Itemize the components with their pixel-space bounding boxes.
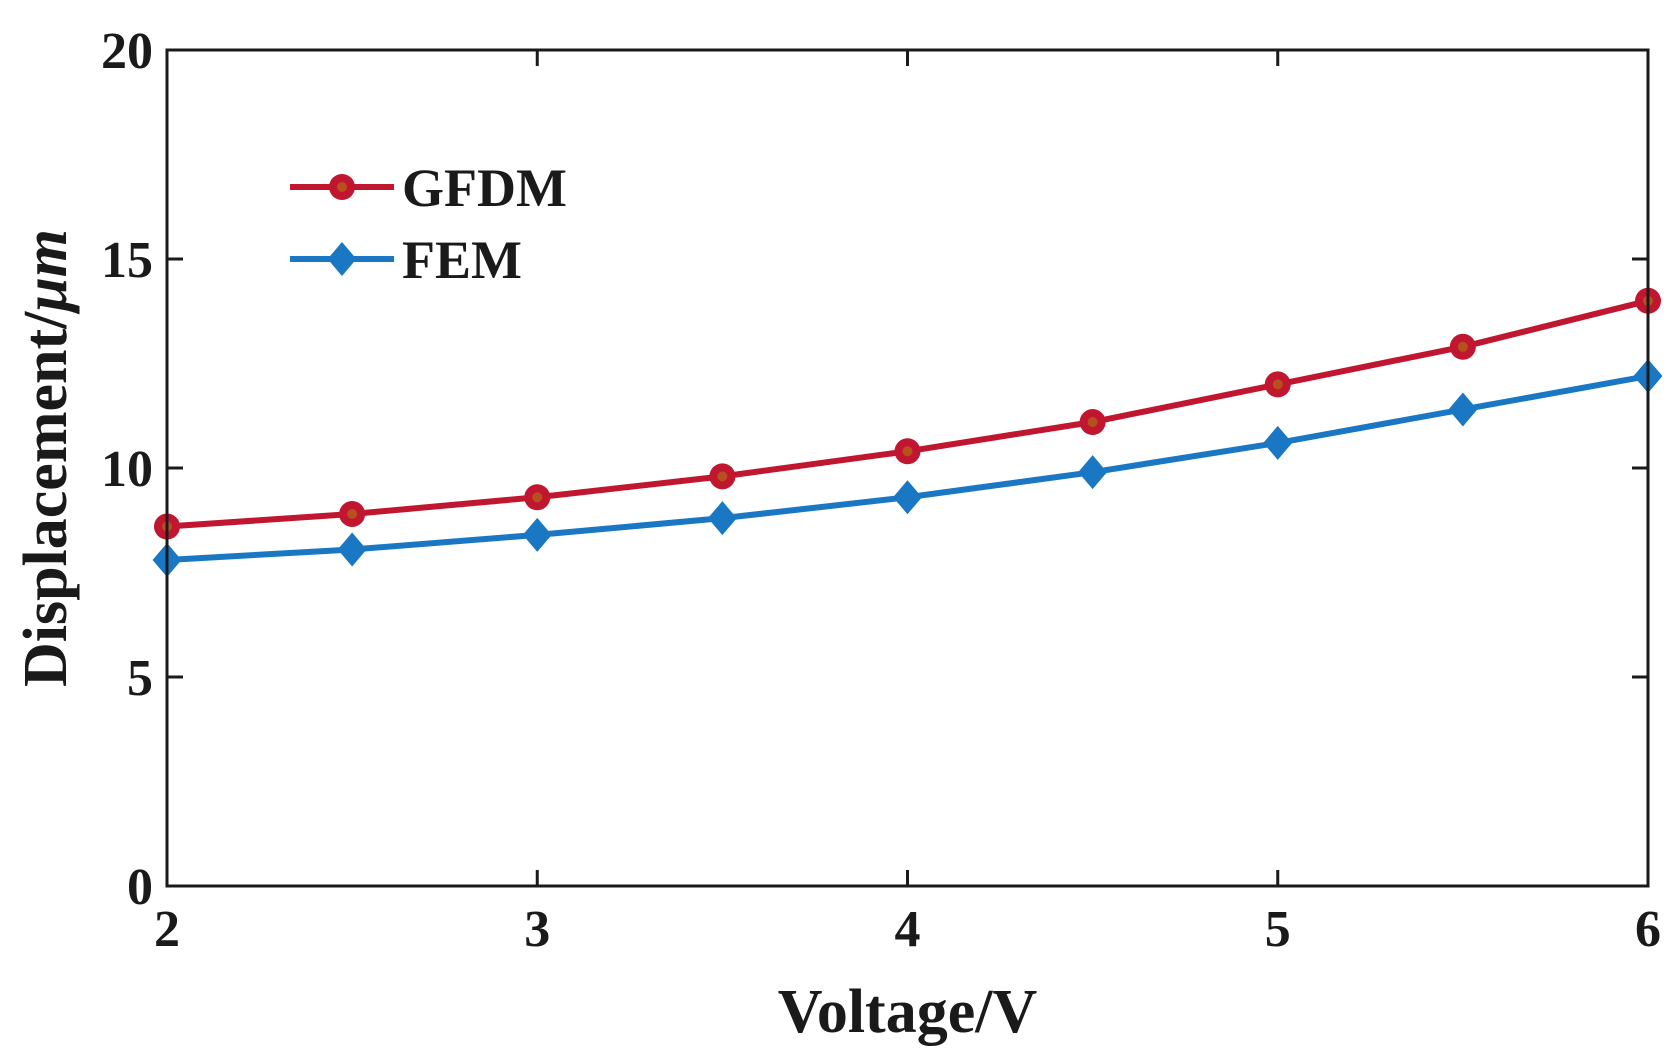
legend-entry-gfdm: GFDM bbox=[290, 158, 567, 218]
data-point bbox=[1448, 392, 1478, 427]
data-point bbox=[339, 500, 366, 527]
x-tick-label: 5 bbox=[1265, 901, 1291, 958]
data-point bbox=[1449, 333, 1476, 360]
data-point-center bbox=[532, 492, 543, 503]
legend-entry-fem: FEM bbox=[290, 230, 522, 290]
data-point bbox=[522, 517, 552, 552]
data-point bbox=[337, 532, 367, 567]
data-point bbox=[894, 438, 921, 465]
data-point bbox=[1079, 409, 1106, 436]
legend-marker bbox=[329, 174, 355, 200]
y-axis-title-text: Displacement/ bbox=[12, 311, 80, 687]
series-fem bbox=[152, 359, 1663, 577]
y-axis-title: Displacement/μm bbox=[12, 229, 80, 687]
x-tick-label: 4 bbox=[895, 901, 921, 958]
series-gfdm bbox=[154, 287, 1661, 540]
y-tick-label: 10 bbox=[101, 441, 153, 498]
data-point-center bbox=[1087, 417, 1098, 428]
y-tick-label: 0 bbox=[127, 859, 153, 916]
x-axis-title: Voltage/V bbox=[778, 978, 1038, 1046]
legend-marker bbox=[327, 242, 357, 276]
x-tick-label: 6 bbox=[1635, 901, 1661, 958]
legend-marker-center bbox=[337, 182, 347, 192]
x-tick-label: 3 bbox=[524, 901, 550, 958]
y-tick-label: 15 bbox=[101, 232, 153, 289]
legend: GFDM FEM bbox=[290, 158, 567, 290]
data-point bbox=[893, 480, 922, 515]
data-point bbox=[1263, 425, 1293, 460]
data-point-center bbox=[1272, 379, 1283, 390]
y-tick-label: 5 bbox=[127, 650, 153, 707]
legend-label: GFDM bbox=[402, 158, 567, 218]
data-point bbox=[707, 501, 737, 536]
y-tick-label: 20 bbox=[101, 23, 153, 80]
data-point-center bbox=[347, 508, 358, 519]
data-point-center bbox=[717, 471, 728, 482]
data-point bbox=[709, 463, 736, 490]
x-tick-label: 2 bbox=[154, 901, 180, 958]
y-axis-title-unit: μm bbox=[12, 229, 80, 315]
legend-label: FEM bbox=[402, 230, 522, 290]
data-point bbox=[1264, 371, 1291, 398]
data-point-center bbox=[902, 446, 913, 457]
series-layer bbox=[152, 287, 1663, 577]
data-point bbox=[524, 484, 551, 511]
data-point-center bbox=[1457, 341, 1468, 352]
tick-layer: 2 3 4 5 6 0 5 10 15 20 bbox=[101, 23, 1661, 958]
data-point bbox=[1078, 455, 1108, 490]
